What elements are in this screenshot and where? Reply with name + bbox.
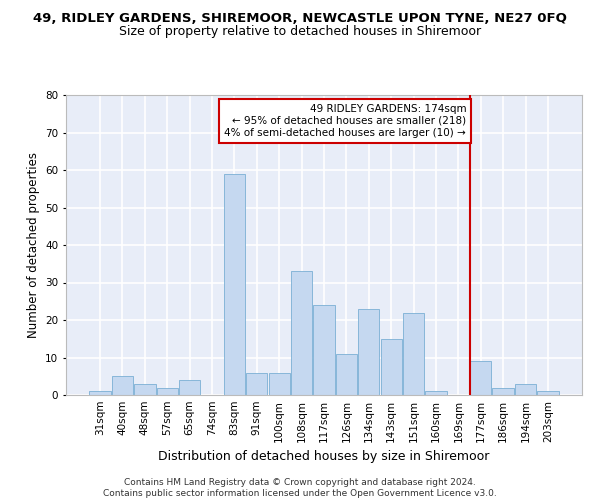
Text: 49 RIDLEY GARDENS: 174sqm
← 95% of detached houses are smaller (218)
4% of semi-: 49 RIDLEY GARDENS: 174sqm ← 95% of detac…: [224, 104, 466, 138]
Bar: [224, 174, 245, 395]
Bar: [470, 361, 491, 395]
Bar: [179, 380, 200, 395]
Bar: [313, 305, 335, 395]
Bar: [89, 391, 111, 395]
X-axis label: Distribution of detached houses by size in Shiremoor: Distribution of detached houses by size …: [158, 450, 490, 464]
Bar: [112, 376, 133, 395]
Bar: [157, 388, 178, 395]
Y-axis label: Number of detached properties: Number of detached properties: [26, 152, 40, 338]
Bar: [269, 372, 290, 395]
Bar: [537, 391, 559, 395]
Text: 49, RIDLEY GARDENS, SHIREMOOR, NEWCASTLE UPON TYNE, NE27 0FQ: 49, RIDLEY GARDENS, SHIREMOOR, NEWCASTLE…: [33, 12, 567, 26]
Bar: [403, 312, 424, 395]
Bar: [246, 372, 268, 395]
Bar: [358, 308, 379, 395]
Bar: [336, 354, 357, 395]
Bar: [493, 388, 514, 395]
Text: Contains HM Land Registry data © Crown copyright and database right 2024.
Contai: Contains HM Land Registry data © Crown c…: [103, 478, 497, 498]
Bar: [425, 391, 446, 395]
Bar: [291, 271, 312, 395]
Text: Size of property relative to detached houses in Shiremoor: Size of property relative to detached ho…: [119, 25, 481, 38]
Bar: [134, 384, 155, 395]
Bar: [515, 384, 536, 395]
Bar: [380, 339, 402, 395]
